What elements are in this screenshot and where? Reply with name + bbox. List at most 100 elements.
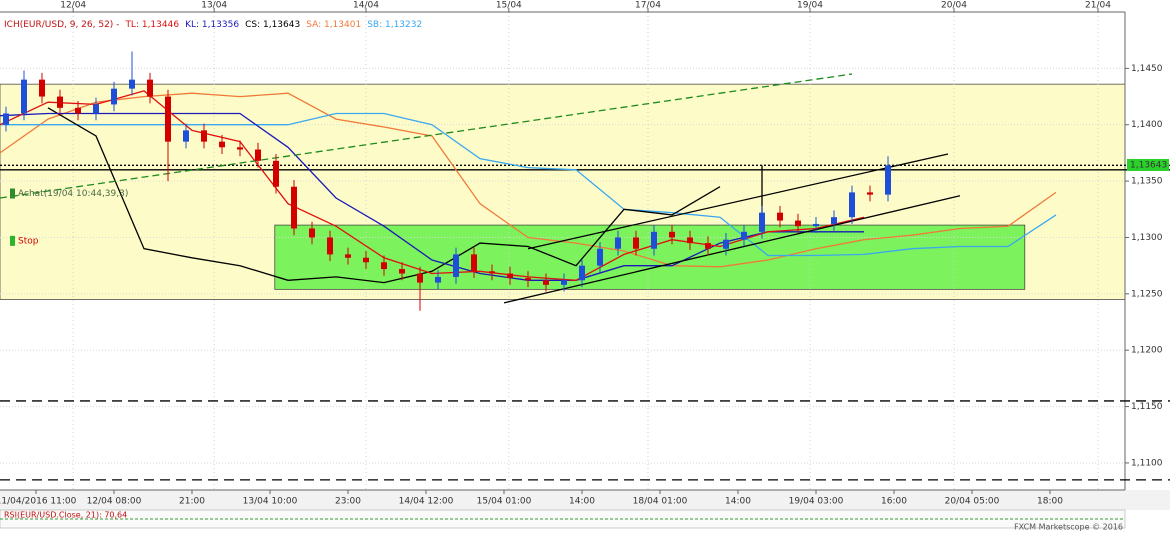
x-tick-label: 18/04 01:00 xyxy=(633,497,688,507)
candle-body xyxy=(489,271,495,274)
y-tick-label: 1,1300 xyxy=(1131,233,1163,243)
candle-body xyxy=(687,237,693,244)
candle-body xyxy=(651,231,657,249)
x2-tick-label: 13/04 xyxy=(201,1,227,11)
x-tick-label: 19/04 03:00 xyxy=(789,497,844,507)
x-tick-label: 16:00 xyxy=(881,497,907,507)
trend-line xyxy=(527,153,949,250)
indicator-line xyxy=(0,112,864,281)
candle-body xyxy=(291,186,297,229)
x-tick-label: 11/04/2016 11:00 xyxy=(0,497,77,507)
candle-body xyxy=(399,269,405,274)
header-item: TL: 1,13446 xyxy=(125,20,180,30)
x-tick-label: 14/04 12:00 xyxy=(399,497,454,507)
indicator-line xyxy=(0,112,1057,257)
candle-body xyxy=(453,254,459,277)
candle-body xyxy=(255,149,261,161)
x-tick-label: 20/04 05:00 xyxy=(945,497,1000,507)
candle-body xyxy=(363,257,369,263)
indicator-line xyxy=(0,92,1057,268)
candle-body xyxy=(741,231,747,240)
watermark: FXCM Marketscope © 2016 xyxy=(1014,523,1123,532)
candle-body xyxy=(147,79,153,97)
order-marker xyxy=(10,235,15,246)
candle-body xyxy=(165,96,171,142)
x2-tick-label: 17/04 xyxy=(635,1,661,11)
y-tick-label: 1,1100 xyxy=(1131,458,1163,468)
x2-tick-label: 20/04 xyxy=(941,1,967,11)
candle-body xyxy=(849,192,855,218)
candle-body xyxy=(129,79,135,89)
header-item: KL: 1,13356 xyxy=(185,20,240,30)
candle-body xyxy=(633,237,639,249)
y-tick-label: 1,1150 xyxy=(1131,402,1163,412)
candle-body xyxy=(471,254,477,272)
candle-body xyxy=(525,278,531,281)
header-item: SA: 1,13401 xyxy=(306,20,362,30)
indicator-header: ICH(EUR/USD, 9, 26, 52) - TL: 1,13446 KL: … xyxy=(4,20,428,30)
x2-tick-label: 12/04 xyxy=(60,1,86,11)
x2-tick-label: 15/04 xyxy=(496,1,522,11)
candle-body xyxy=(777,212,783,221)
candle-body xyxy=(813,223,819,227)
candle-body xyxy=(39,79,45,97)
indicator-line xyxy=(0,90,865,281)
candle-body xyxy=(561,280,567,285)
header-item: ICH(EUR/USD, 9, 26, 52) - xyxy=(4,20,120,30)
candle-body xyxy=(543,280,549,285)
x-axis-band xyxy=(0,490,1170,510)
trend-line xyxy=(503,195,961,304)
y-tick-label: 1,1400 xyxy=(1131,120,1163,130)
candle-body xyxy=(507,273,513,279)
x-tick-label: 23:00 xyxy=(335,497,361,507)
candle-body xyxy=(327,237,333,255)
order-label: Stop xyxy=(18,236,39,246)
candle-body xyxy=(435,276,441,283)
price-tag xyxy=(1127,158,1169,171)
x-tick-label: 14:00 xyxy=(569,497,595,507)
x-tick-label: 18:00 xyxy=(1037,497,1063,507)
candle-body xyxy=(669,231,675,238)
candle-body xyxy=(309,228,315,238)
candle-body xyxy=(93,104,99,114)
indicator-line xyxy=(47,107,721,284)
candle-body xyxy=(885,165,891,195)
candle-body xyxy=(183,130,189,142)
y-tick-label: 1,1350 xyxy=(1131,177,1163,187)
y-tick-label: 1,1200 xyxy=(1131,346,1163,356)
candle-body xyxy=(705,243,711,249)
candle-body xyxy=(21,79,27,114)
candle-body xyxy=(723,239,729,249)
candle-body xyxy=(615,237,621,249)
y-tick-label: 1,1450 xyxy=(1131,64,1163,74)
candle-body xyxy=(597,248,603,266)
price-tag-label: 1,13643 xyxy=(1130,160,1167,170)
header-item: CS: 1,13643 xyxy=(245,20,301,30)
candle-body xyxy=(219,141,225,148)
trend-line xyxy=(0,73,853,199)
x-tick-label: 12/04 08:00 xyxy=(87,497,142,507)
candle-body xyxy=(57,96,63,108)
candle-body xyxy=(381,262,387,270)
order-marker xyxy=(10,188,15,199)
order-label: Achat(19/04 10:44,39,3) xyxy=(18,189,128,199)
candle-body xyxy=(795,220,801,227)
y-tick-label: 1,1250 xyxy=(1131,289,1163,299)
candle-body xyxy=(417,273,423,283)
x-tick-label: 21:00 xyxy=(179,497,205,507)
candle-body xyxy=(111,88,117,105)
header-item: SB: 1,13232 xyxy=(367,20,423,30)
x2-tick-label: 14/04 xyxy=(353,1,379,11)
candle-body xyxy=(201,130,207,142)
rsi-label: RSI(EUR/USD.Close, 21): 70,64 xyxy=(4,511,127,520)
x2-tick-label: 19/04 xyxy=(797,1,823,11)
candle-body xyxy=(345,254,351,258)
candle-body xyxy=(237,147,243,150)
x2-tick-label: 21/04 xyxy=(1085,1,1111,11)
x-tick-label: 15/04 01:00 xyxy=(477,497,532,507)
candle-body xyxy=(75,107,81,114)
candle-body xyxy=(273,160,279,187)
x-tick-label: 14:00 xyxy=(725,497,751,507)
